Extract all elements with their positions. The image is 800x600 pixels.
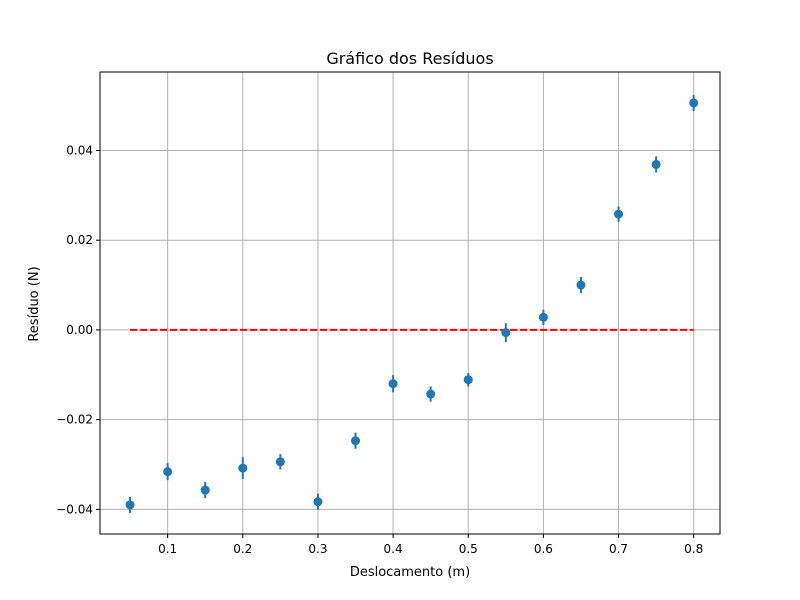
x-axis-ticks: 0.1 0.2 0.3 0.4 0.5 0.6 0.7 0.8	[158, 534, 703, 556]
y-tick-label: 0.04	[66, 143, 93, 157]
x-tick-label: 0.2	[233, 542, 252, 556]
x-tick-label: 0.8	[684, 542, 703, 556]
plot-area-frame	[99, 71, 721, 535]
data-point	[501, 328, 511, 338]
data-point	[689, 98, 699, 108]
y-tick-label: −0.04	[56, 502, 93, 516]
data-point	[388, 379, 398, 389]
x-tick-label: 0.7	[609, 542, 628, 556]
data-point	[200, 485, 210, 495]
data-point	[538, 312, 548, 322]
data-point	[125, 500, 135, 510]
data-point	[576, 280, 586, 290]
x-tick-label: 0.5	[459, 542, 478, 556]
data-point	[426, 389, 436, 399]
x-axis-label: Deslocamento (m)	[350, 565, 470, 580]
y-axis-label: Resíduo (N)	[27, 266, 42, 341]
y-tick-label: −0.02	[56, 413, 93, 427]
data-point	[163, 467, 173, 477]
x-tick-label: 0.6	[534, 542, 553, 556]
y-tick-label: 0.02	[66, 233, 93, 247]
data-point	[463, 375, 473, 385]
x-tick-label: 0.1	[158, 542, 177, 556]
data-point	[351, 436, 361, 446]
x-tick-label: 0.3	[308, 542, 327, 556]
data-point	[275, 457, 285, 467]
data-points	[125, 98, 699, 510]
data-point	[651, 159, 661, 169]
chart-title: Gráfico dos Resíduos	[326, 49, 493, 68]
y-tick-label: 0.00	[66, 323, 93, 337]
data-point	[614, 209, 624, 219]
x-tick-label: 0.4	[384, 542, 403, 556]
data-point	[313, 497, 323, 507]
y-axis-ticks: −0.04 −0.02 0.00 0.02 0.04	[56, 143, 100, 516]
data-point	[238, 463, 248, 473]
